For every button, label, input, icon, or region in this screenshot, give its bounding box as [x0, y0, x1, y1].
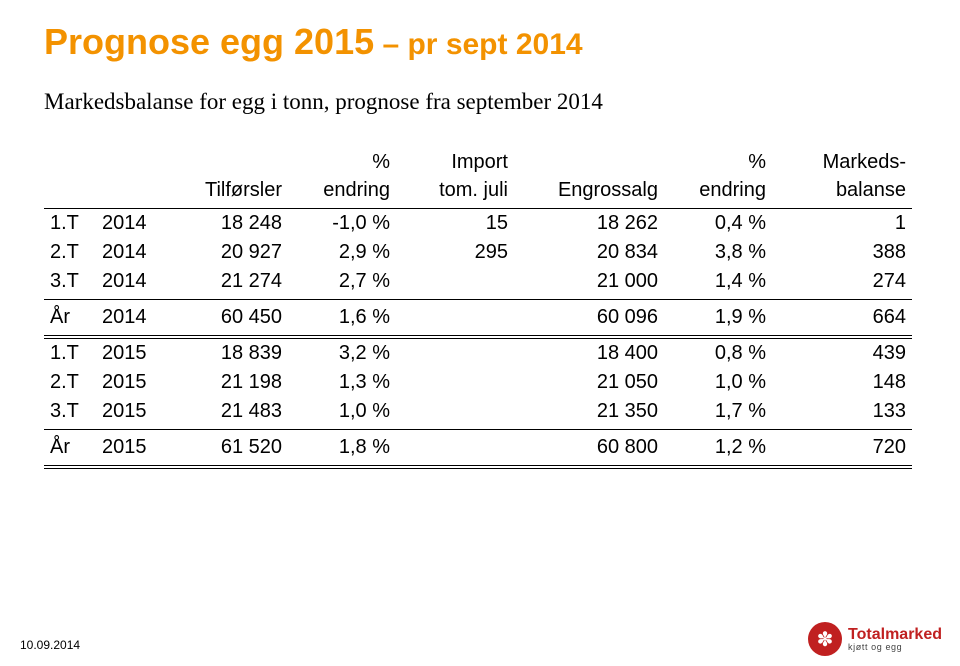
cell-imp — [396, 267, 514, 300]
cell-bal: 720 — [772, 430, 912, 468]
cell-per: 3.T — [44, 267, 96, 300]
table-row-year: År 2014 60 450 1,6 % 60 096 1,9 % 664 — [44, 300, 912, 338]
cell-e2: 0,4 % — [664, 209, 772, 239]
table-row: 3.T 2014 21 274 2,7 % 21 000 1,4 % 274 — [44, 267, 912, 300]
cell-e1: 1,3 % — [288, 368, 396, 397]
cell-e2: 1,4 % — [664, 267, 772, 300]
logo-text: Totalmarked kjøtt og egg — [848, 627, 942, 652]
cell-e2: 1,2 % — [664, 430, 772, 468]
hdr-tilforsler: Tilførsler — [170, 176, 288, 209]
cell-tilf: 21 274 — [170, 267, 288, 300]
cell-per: År — [44, 430, 96, 468]
footer-logo: ✽ Totalmarked kjøtt og egg — [808, 622, 942, 656]
cell-per: År — [44, 300, 96, 338]
cell-imp — [396, 337, 514, 368]
cell-per: 3.T — [44, 397, 96, 430]
cell-eng: 20 834 — [514, 238, 664, 267]
cell-e1: 1,0 % — [288, 397, 396, 430]
cell-bal: 148 — [772, 368, 912, 397]
cell-eng: 60 800 — [514, 430, 664, 468]
cell-e1: -1,0 % — [288, 209, 396, 239]
table-body: 1.T 2014 18 248 -1,0 % 15 18 262 0,4 % 1… — [44, 209, 912, 468]
page-title: Prognose egg 2015 – pr sept 2014 — [44, 20, 916, 63]
cell-bal: 439 — [772, 337, 912, 368]
cell-tilf: 18 839 — [170, 337, 288, 368]
cell-eng: 18 262 — [514, 209, 664, 239]
hdr-pct1-bot: endring — [288, 176, 396, 209]
cell-eng: 21 000 — [514, 267, 664, 300]
cell-year: 2015 — [96, 368, 170, 397]
cell-imp — [396, 430, 514, 468]
hdr-engrossalg: Engrossalg — [514, 176, 664, 209]
cell-e2: 1,9 % — [664, 300, 772, 338]
cell-bal: 274 — [772, 267, 912, 300]
cell-year: 2014 — [96, 300, 170, 338]
cell-tilf: 18 248 — [170, 209, 288, 239]
hdr-markeds-bot: balanse — [772, 176, 912, 209]
cell-tilf: 61 520 — [170, 430, 288, 468]
cell-imp — [396, 397, 514, 430]
cell-per: 2.T — [44, 368, 96, 397]
logo-text-small: kjøtt og egg — [848, 643, 942, 652]
table-row-year: År 2015 61 520 1,8 % 60 800 1,2 % 720 — [44, 430, 912, 468]
cell-e2: 3,8 % — [664, 238, 772, 267]
cell-e1: 3,2 % — [288, 337, 396, 368]
table-row: 1.T 2014 18 248 -1,0 % 15 18 262 0,4 % 1 — [44, 209, 912, 239]
hdr-pct2-top: % — [664, 149, 772, 176]
cell-eng: 21 050 — [514, 368, 664, 397]
cell-year: 2015 — [96, 337, 170, 368]
cell-e1: 2,9 % — [288, 238, 396, 267]
cell-tilf: 21 483 — [170, 397, 288, 430]
cell-tilf: 60 450 — [170, 300, 288, 338]
logo-text-big: Totalmarked — [848, 627, 942, 643]
table-row: 2.T 2014 20 927 2,9 % 295 20 834 3,8 % 3… — [44, 238, 912, 267]
cell-year: 2015 — [96, 397, 170, 430]
cell-year: 2014 — [96, 209, 170, 239]
title-main: Prognose egg 2015 — [44, 21, 374, 62]
cell-imp: 15 — [396, 209, 514, 239]
hdr-pct2-bot: endring — [664, 176, 772, 209]
logo-icon: ✽ — [808, 622, 842, 656]
cell-year: 2015 — [96, 430, 170, 468]
cell-e1: 1,8 % — [288, 430, 396, 468]
cell-per: 2.T — [44, 238, 96, 267]
cell-year: 2014 — [96, 267, 170, 300]
cell-eng: 18 400 — [514, 337, 664, 368]
cell-imp: 295 — [396, 238, 514, 267]
footer-date: 10.09.2014 — [20, 638, 80, 652]
table-row: 3.T 2015 21 483 1,0 % 21 350 1,7 % 133 — [44, 397, 912, 430]
cell-imp — [396, 300, 514, 338]
cell-imp — [396, 368, 514, 397]
hdr-markeds-top: Markeds- — [772, 149, 912, 176]
cell-e1: 1,6 % — [288, 300, 396, 338]
cell-e2: 1,7 % — [664, 397, 772, 430]
cell-eng: 60 096 — [514, 300, 664, 338]
hdr-import-bot: tom. juli — [396, 176, 514, 209]
cell-per: 1.T — [44, 337, 96, 368]
cell-tilf: 20 927 — [170, 238, 288, 267]
cell-tilf: 21 198 — [170, 368, 288, 397]
hdr-pct1-top: % — [288, 149, 396, 176]
cell-year: 2014 — [96, 238, 170, 267]
data-table: % Import % Markeds- Tilførsler endring t… — [44, 149, 912, 469]
cell-bal: 133 — [772, 397, 912, 430]
subtitle: Markedsbalanse for egg i tonn, prognose … — [44, 89, 916, 115]
cell-bal: 1 — [772, 209, 912, 239]
cell-e2: 0,8 % — [664, 337, 772, 368]
cell-bal: 664 — [772, 300, 912, 338]
cell-bal: 388 — [772, 238, 912, 267]
cell-per: 1.T — [44, 209, 96, 239]
hdr-import-top: Import — [396, 149, 514, 176]
table-row: 1.T 2015 18 839 3,2 % 18 400 0,8 % 439 — [44, 337, 912, 368]
title-sub: – pr sept 2014 — [374, 28, 582, 61]
cell-eng: 21 350 — [514, 397, 664, 430]
cell-e1: 2,7 % — [288, 267, 396, 300]
cell-e2: 1,0 % — [664, 368, 772, 397]
table-row: 2.T 2015 21 198 1,3 % 21 050 1,0 % 148 — [44, 368, 912, 397]
